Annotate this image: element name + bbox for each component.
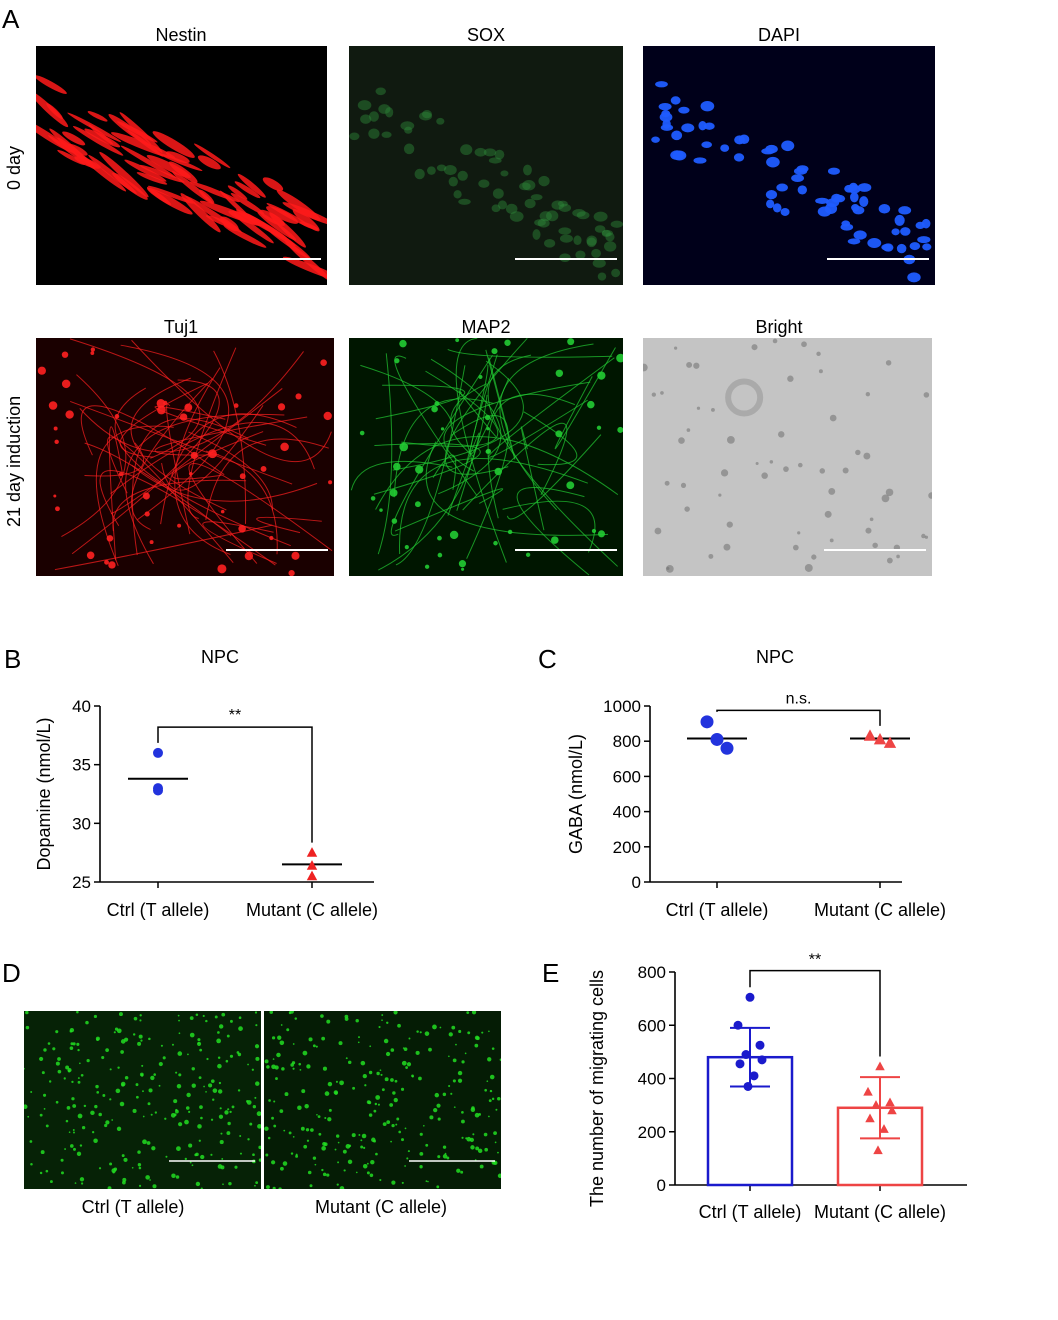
- migration-image-ctrl: [24, 1011, 261, 1189]
- data-point: [306, 860, 318, 870]
- data-point: [710, 732, 724, 746]
- row-label-21-day: 21 day induction: [4, 395, 24, 527]
- migration-caption-mutant: Mutant (C allele): [314, 1197, 448, 1217]
- significance-bracket: [716, 709, 881, 726]
- x-tick-label: Ctrl (T allele): [666, 900, 769, 920]
- y-tick-label: 0: [657, 1176, 666, 1195]
- y-axis-label: GABA (nmol/L): [566, 734, 586, 854]
- data-point: [700, 715, 714, 729]
- micrograph-dapi: [643, 46, 935, 285]
- panel-label-d: D: [2, 958, 21, 988]
- significance-bracket: [157, 726, 313, 843]
- data-point: [720, 741, 734, 755]
- significance-bracket: [749, 969, 881, 1057]
- panel-label-c: C: [538, 644, 557, 674]
- data-point: [863, 729, 877, 741]
- image-title-nestin: Nestin: [155, 25, 207, 45]
- y-tick-label: 800: [613, 732, 641, 751]
- x-tick-label: Mutant (C allele): [246, 900, 378, 920]
- y-axis-label: The number of migrating cells: [587, 970, 607, 1207]
- y-tick-label: 400: [613, 803, 641, 822]
- y-tick-label: 30: [72, 814, 91, 833]
- micrograph-nestin: [36, 46, 327, 285]
- x-tick-label: Mutant (C allele): [814, 900, 946, 920]
- micrograph-sox: [349, 46, 623, 285]
- x-tick-label: Mutant (C allele): [814, 1202, 946, 1222]
- micrograph-map2: [349, 338, 623, 576]
- data-point: [306, 847, 318, 857]
- y-tick-label: 25: [72, 873, 91, 892]
- data-point: [863, 1086, 873, 1096]
- data-point: [875, 1061, 885, 1071]
- panel-label-a: A: [2, 4, 20, 34]
- image-title-tuj1: Tuj1: [163, 317, 199, 337]
- image-title-dapi: DAPI: [757, 25, 800, 45]
- image-title-map2: MAP2: [461, 317, 511, 337]
- chart-migrating-cells: 0 200 400 600 800 The number of migrating cel…: [587, 952, 967, 1222]
- data-point: [887, 1105, 897, 1115]
- data-point: [871, 1100, 881, 1109]
- data-point: [735, 1059, 745, 1069]
- y-tick-label: 200: [638, 1123, 666, 1142]
- y-axis-label: Dopamine (nmol/L): [34, 717, 54, 870]
- micrograph-tuj1: [36, 338, 334, 576]
- x-tick-label: Ctrl (T allele): [699, 1202, 802, 1222]
- chart-title: NPC: [756, 647, 794, 667]
- data-point: [873, 732, 887, 745]
- migration-image-mutant: [264, 1011, 501, 1189]
- chart-title: NPC: [201, 647, 239, 667]
- data-point: [865, 1113, 875, 1123]
- y-tick-label: 40: [72, 697, 91, 716]
- data-point: [755, 1040, 765, 1050]
- data-point: [883, 736, 897, 748]
- chart-dopamine: NPC 25 30 35 40 Dopamine (nmol/L) Ctrl (T alle…: [34, 647, 378, 920]
- data-point: [733, 1020, 743, 1030]
- panel-label-b: B: [4, 644, 22, 674]
- panel-label-e: E: [542, 958, 560, 988]
- y-tick-label: 35: [72, 756, 91, 775]
- y-tick-label: 400: [638, 1070, 666, 1089]
- y-tick-label: 0: [632, 873, 641, 892]
- micrograph-bright: [643, 338, 932, 576]
- data-point: [745, 992, 755, 1002]
- data-point: [885, 1097, 895, 1107]
- data-point: [743, 1081, 753, 1091]
- significance-label: n.s.: [786, 690, 812, 707]
- y-tick-label: 200: [613, 838, 641, 857]
- data-point: [879, 1124, 889, 1133]
- data-point: [749, 1071, 759, 1081]
- y-tick-label: 800: [638, 963, 666, 982]
- chart-gaba: NPC 0 200 400 600 800 1000 GABA (nmol/L) Ctrl (T…: [566, 647, 946, 920]
- image-title-bright: Bright: [755, 317, 803, 337]
- data-point: [153, 785, 163, 796]
- significance-label: **: [229, 707, 241, 724]
- data-point: [741, 1050, 751, 1060]
- image-title-sox: SOX: [466, 25, 505, 45]
- data-point: [873, 1145, 883, 1155]
- y-tick-label: 1000: [603, 697, 641, 716]
- data-point: [306, 870, 318, 881]
- significance-label: **: [809, 952, 821, 969]
- row-label-0-day: 0 day: [4, 145, 24, 190]
- data-point: [757, 1055, 767, 1065]
- data-point: [153, 747, 163, 758]
- y-tick-label: 600: [638, 1016, 666, 1035]
- migration-caption-ctrl: Ctrl (T allele): [81, 1197, 185, 1217]
- x-tick-label: Ctrl (T allele): [107, 900, 210, 920]
- y-tick-label: 600: [613, 767, 641, 786]
